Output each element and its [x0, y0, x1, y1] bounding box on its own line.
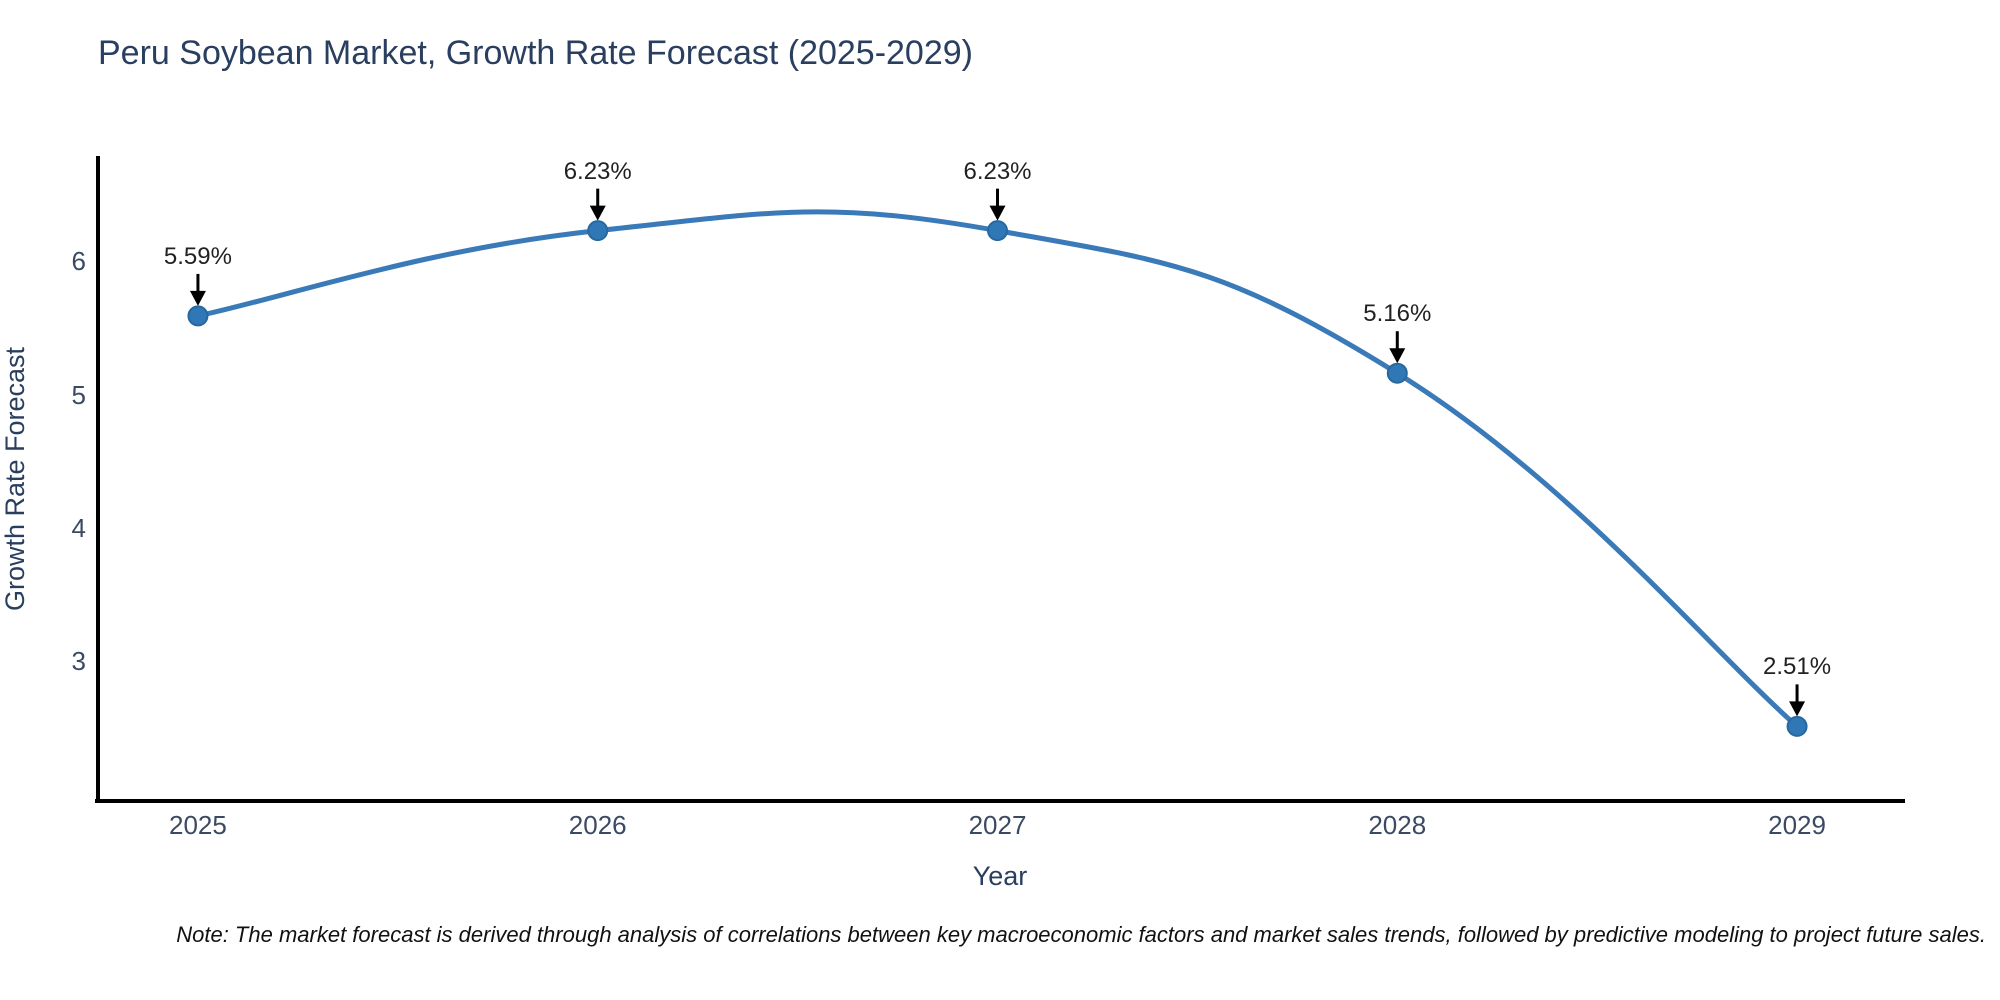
- point-value-label: 5.59%: [163, 242, 232, 270]
- arrow-down-icon: [589, 205, 606, 221]
- arrow-down-icon: [189, 290, 206, 306]
- point-value-label: 5.16%: [1363, 300, 1432, 328]
- arrow-down-icon: [1789, 701, 1806, 717]
- x-tick-label: 2026: [568, 810, 627, 840]
- y-tick-label: 4: [71, 512, 86, 543]
- x-axis-title: Year: [972, 861, 1028, 891]
- arrow-down-icon: [1389, 348, 1406, 364]
- chart-title: Peru Soybean Market, Growth Rate Forecas…: [98, 34, 973, 72]
- y-tick-label: 5: [71, 379, 86, 410]
- line-series: [197, 209, 1799, 729]
- data-point-marker[interactable]: [187, 305, 209, 327]
- x-tick-label: 2028: [1368, 810, 1427, 840]
- arrow-down-icon: [989, 205, 1006, 221]
- data-point-marker[interactable]: [1786, 715, 1808, 737]
- x-tick-label: 2027: [968, 810, 1027, 840]
- x-tick-label: 2025: [169, 810, 227, 840]
- point-value-label: 2.51%: [1763, 653, 1832, 681]
- y-tick-label: 3: [71, 646, 86, 677]
- data-point-marker[interactable]: [1386, 362, 1408, 384]
- point-value-label: 6.23%: [963, 157, 1032, 185]
- point-value-label: 6.23%: [563, 157, 632, 185]
- data-point-marker[interactable]: [587, 220, 609, 242]
- data-point-marker[interactable]: [987, 220, 1009, 242]
- y-tick-label: 6: [71, 246, 86, 277]
- note-text: Note: The market forecast is derived thr…: [176, 922, 1986, 947]
- x-tick-label: 2029: [1768, 810, 1826, 840]
